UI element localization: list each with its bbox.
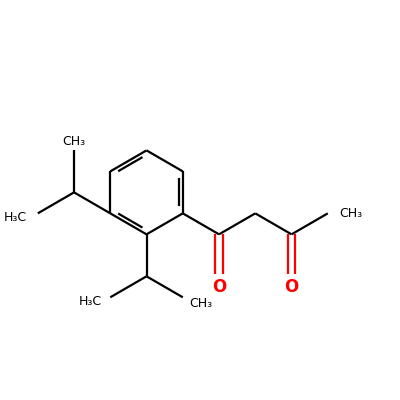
Text: H₃C: H₃C (4, 211, 27, 224)
Text: O: O (284, 278, 299, 296)
Text: CH₃: CH₃ (62, 135, 86, 148)
Text: O: O (212, 278, 226, 296)
Text: CH₃: CH₃ (339, 207, 362, 220)
Text: H₃C: H₃C (78, 295, 102, 308)
Text: CH₃: CH₃ (189, 297, 212, 310)
